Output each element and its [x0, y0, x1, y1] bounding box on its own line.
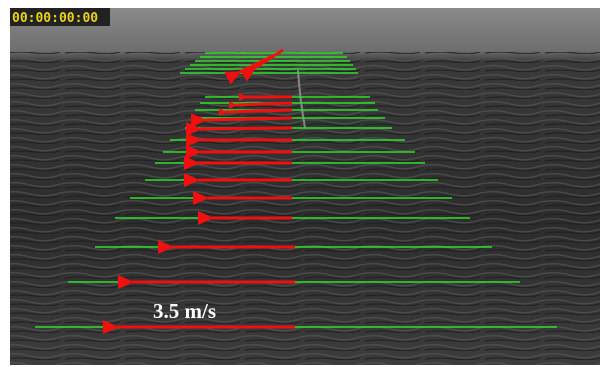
timestamp: 00:00:00:00: [12, 11, 98, 26]
frame-canvas: 00:00:00:00 3.5 m/s: [0, 0, 605, 367]
wave-texture: [10, 52, 600, 365]
scale-label: 3.5 m/s: [153, 299, 216, 323]
video-frame: 00:00:00:00 3.5 m/s: [0, 0, 605, 367]
